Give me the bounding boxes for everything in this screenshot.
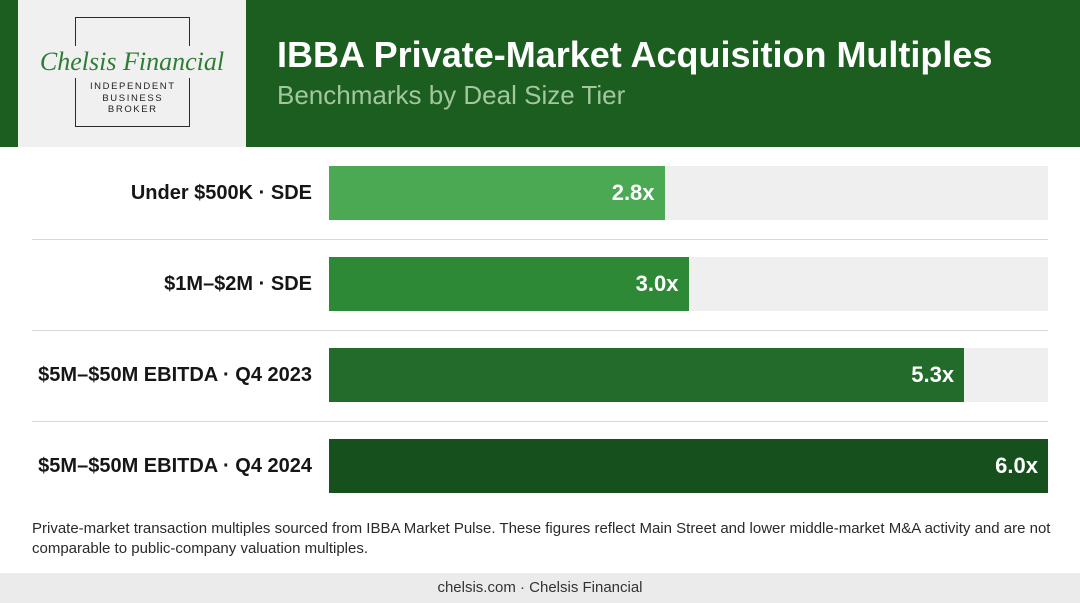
row-divider (32, 330, 1048, 331)
footer-bar: chelsis.com · Chelsis Financial (0, 573, 1080, 603)
bar: 6.0x (329, 439, 1048, 493)
bar-row: $5M–$50M EBITDA · Q4 2023 5.3x (0, 348, 1080, 402)
footer-credit: chelsis.com · Chelsis Financial (437, 579, 643, 596)
chart-title: IBBA Private-Market Acquisition Multiple… (277, 34, 993, 75)
source-footnote: Private-market transaction multiples sou… (32, 520, 1051, 557)
category-label: Under $500K · SDE (130, 182, 312, 204)
header-banner: Chelsis Financial INDEPENDENT BUSINESS B… (0, 0, 1080, 147)
bar-track: 2.8x (329, 166, 1048, 220)
row-divider (32, 421, 1048, 422)
bar-row: $1M–$2M · SDE 3.0x (0, 257, 1080, 311)
category-label: $1M–$2M · SDE (164, 273, 312, 295)
chart-subtitle: Benchmarks by Deal Size Tier (277, 80, 626, 110)
logo-tagline-line: BUSINESS (102, 92, 164, 104)
bar-track: 3.0x (329, 257, 1048, 311)
bar: 5.3x (329, 348, 965, 402)
bar: 2.8x (329, 166, 665, 220)
category-label: $5M–$50M EBITDA · Q4 2023 (38, 364, 312, 386)
logo-tagline-line: INDEPENDENT (89, 81, 176, 92)
bar-track: 6.0x (329, 439, 1048, 493)
bar-track: 5.3x (329, 348, 1048, 402)
logo-wordmark: Chelsis Financial (34, 46, 230, 78)
logo-wordmark-wrap: Chelsis Financial (18, 46, 246, 82)
data-label: 6.0x (995, 453, 1038, 478)
data-label: 5.3x (911, 362, 955, 387)
data-label: 3.0x (635, 271, 679, 296)
logo: Chelsis Financial INDEPENDENT BUSINESS B… (18, 0, 246, 147)
row-divider (32, 239, 1048, 240)
category-label: $5M–$50M EBITDA · Q4 2024 (38, 455, 312, 477)
bar-row: $5M–$50M EBITDA · Q4 2024 6.0x (0, 439, 1080, 493)
bar: 3.0x (329, 257, 689, 311)
bar-row: Under $500K · SDE 2.8x (0, 166, 1080, 220)
logo-tagline: INDEPENDENT BUSINESS BROKER (18, 81, 246, 116)
data-label: 2.8x (611, 180, 655, 205)
logo-tagline-line: BROKER (107, 104, 158, 115)
